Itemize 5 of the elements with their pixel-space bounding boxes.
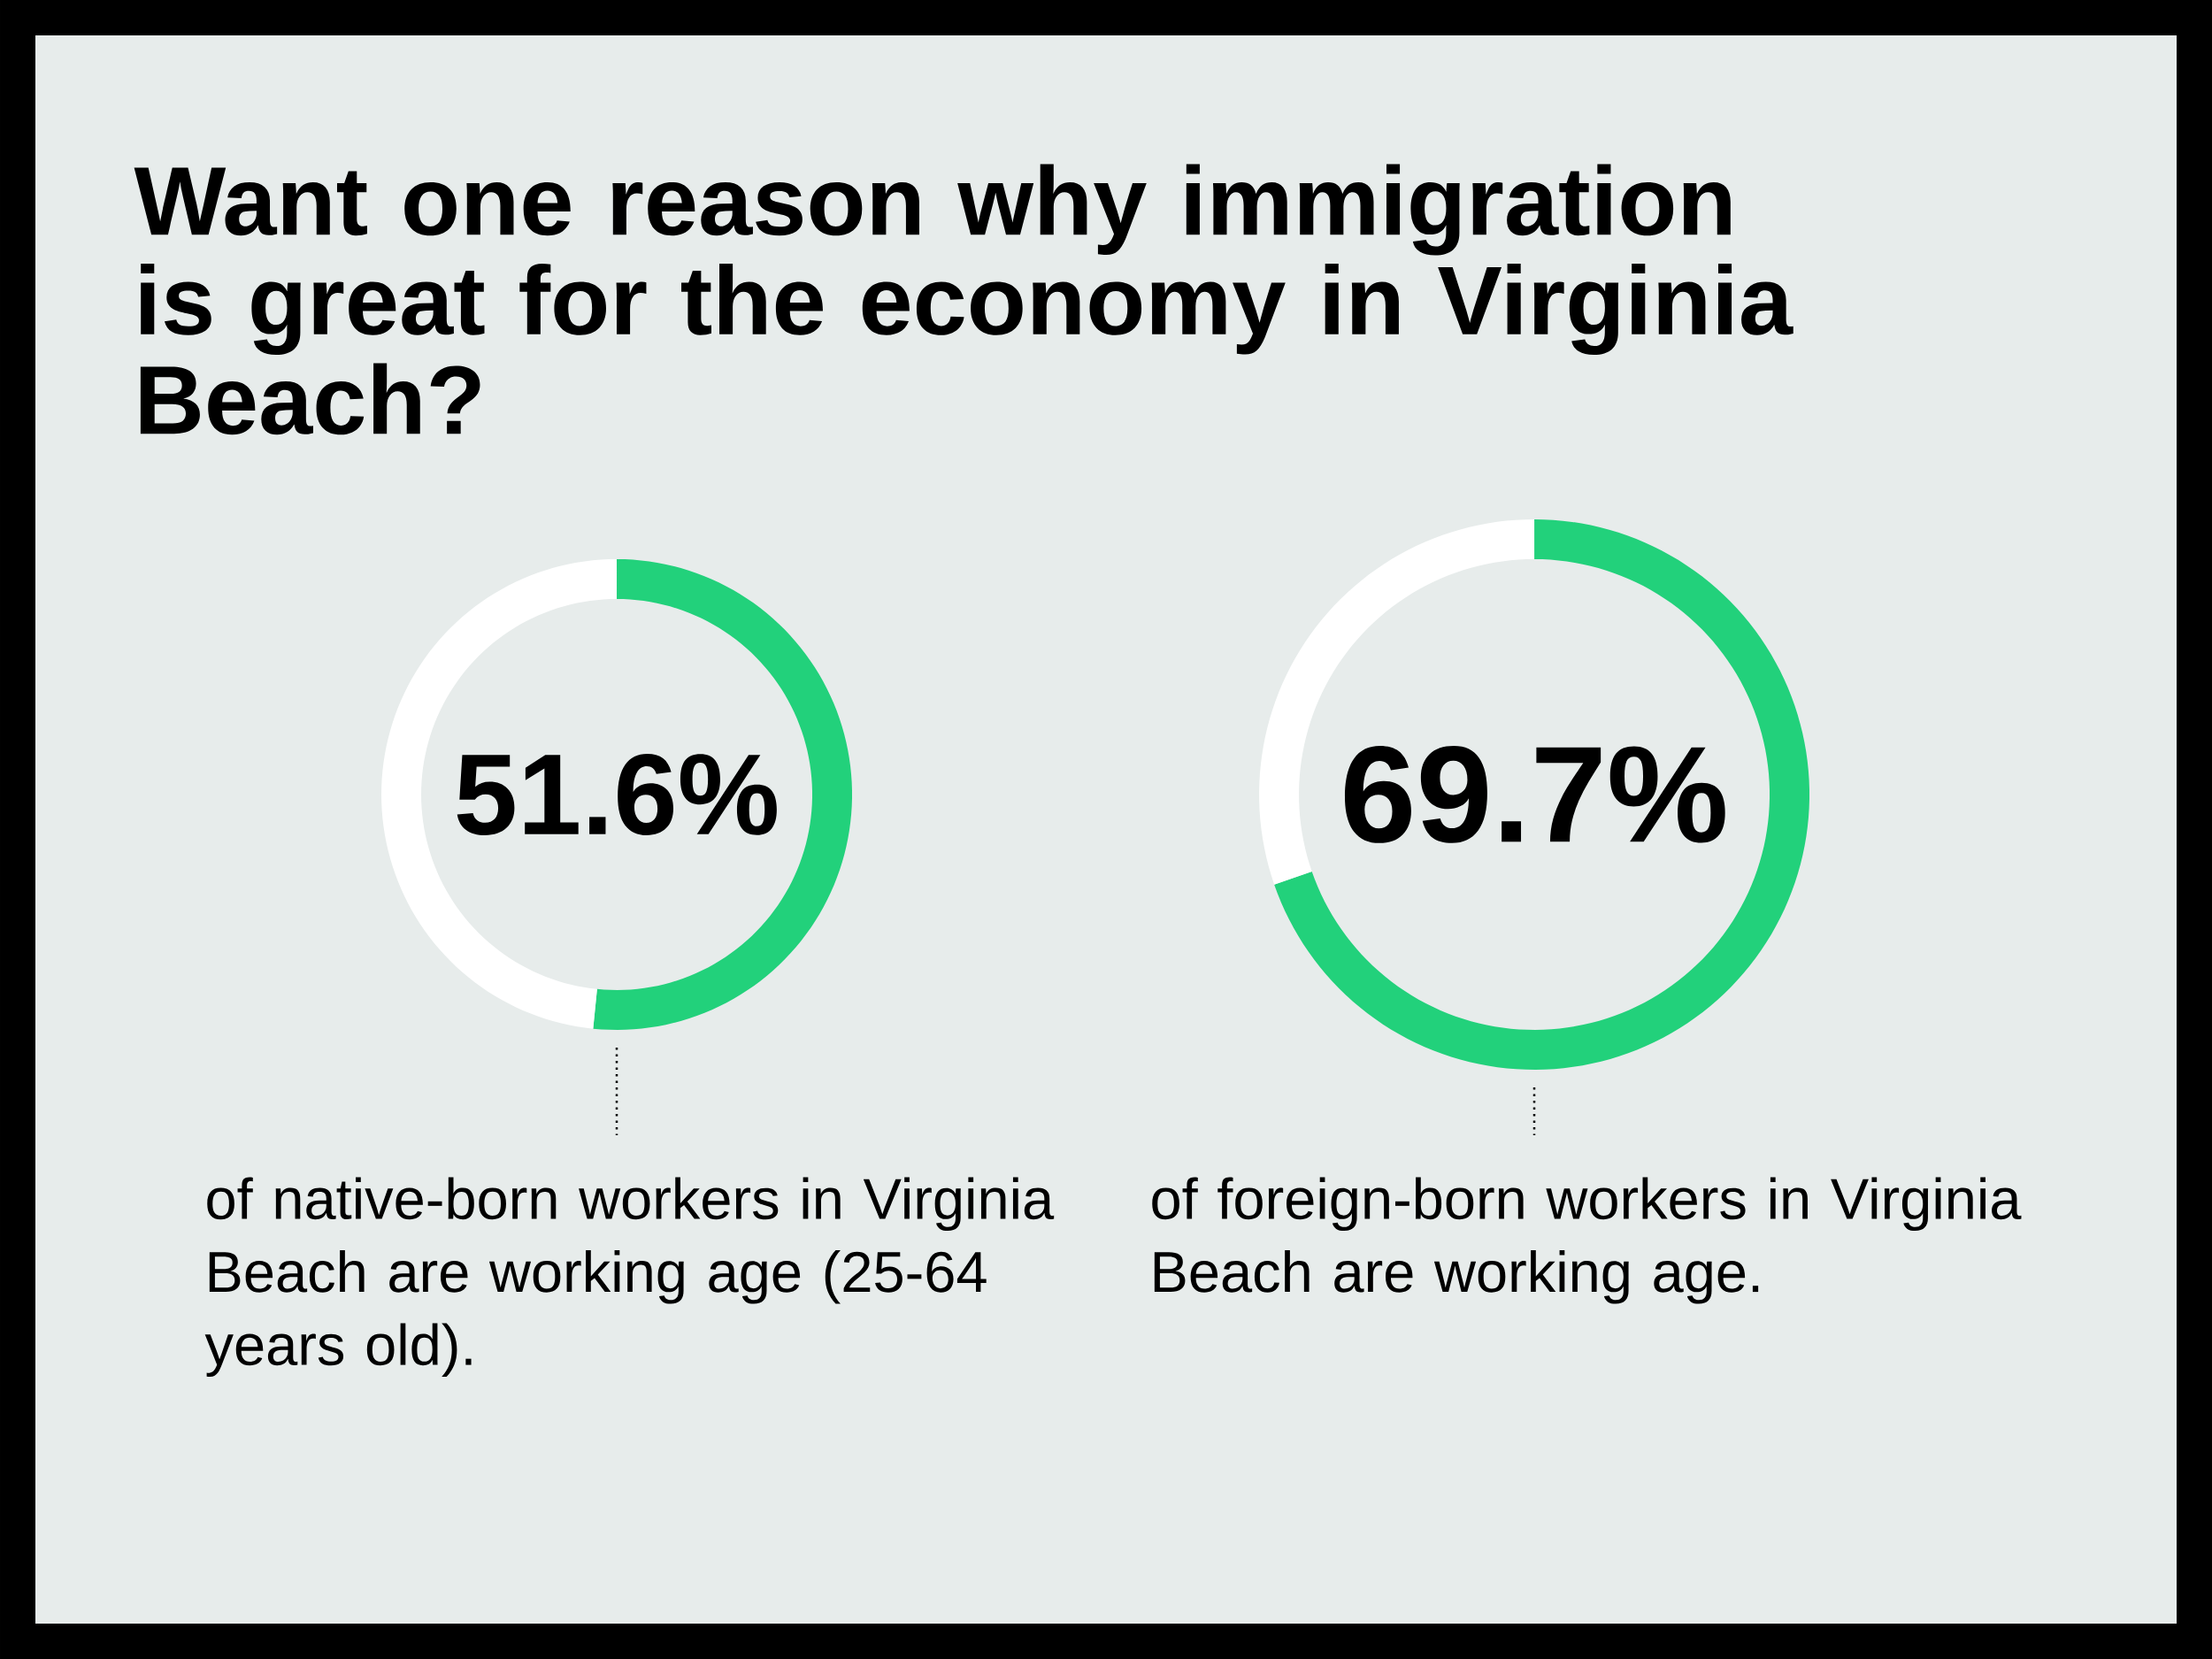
text: of native-born workers in Virginia Beach are working age (25-64 years old). xyxy=(204,1177,1055,1378)
data-label: 69.7% xyxy=(1344,746,1725,843)
data-label: 51.6% xyxy=(457,753,777,835)
chart-title: Want one reason why immigration is great for the economy in Virginia Beach? xyxy=(134,164,1793,435)
text: of foreign-born workers in Virginia Beach are working age. xyxy=(1152,1177,2022,1304)
